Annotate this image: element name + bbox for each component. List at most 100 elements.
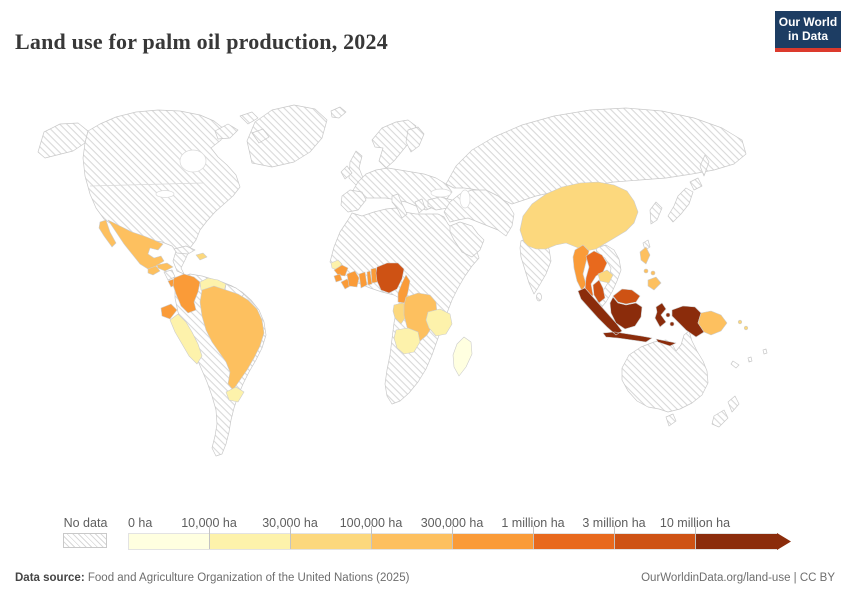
credit-link[interactable]: OurWorldinData.org/land-use | CC BY — [641, 572, 835, 584]
owid-logo-line1: Our World — [778, 15, 838, 29]
legend-tick — [290, 526, 291, 549]
legend-tick — [209, 526, 210, 549]
no-data-region-alaska[interactable] — [37, 122, 89, 159]
no-data-region-greece[interactable] — [414, 198, 426, 214]
country-angola[interactable] — [393, 327, 421, 355]
country-philippines[interactable] — [639, 246, 662, 291]
country-cambodia[interactable] — [597, 269, 614, 284]
hudson-bay — [179, 149, 207, 173]
legend-tick — [695, 526, 696, 549]
no-data-region-sakhalin[interactable] — [699, 154, 710, 177]
country-ecuador[interactable] — [160, 303, 178, 320]
no-data-region-pacific-islands[interactable] — [730, 348, 768, 369]
legend-bin-1[interactable] — [210, 534, 291, 549]
data-source-line: Data source: Food and Agriculture Organi… — [15, 572, 409, 584]
no-data-region-cuba[interactable] — [173, 245, 196, 255]
no-data-region-sri-lanka[interactable] — [536, 292, 542, 302]
country-sierra-leone[interactable] — [333, 273, 343, 283]
legend-bar: 0 ha 10,000 ha 30,000 ha 100,000 ha 300,… — [128, 515, 791, 557]
country-colombia[interactable] — [172, 273, 201, 314]
great-lakes — [155, 190, 175, 198]
no-data-region-iberia[interactable] — [340, 189, 367, 213]
no-data-region-united-kingdom[interactable] — [348, 150, 364, 186]
country-china[interactable] — [519, 181, 639, 252]
legend-tick — [452, 526, 453, 549]
country-malaysia[interactable] — [592, 279, 641, 305]
legend-tick-label-7: 10 million ha — [659, 516, 731, 530]
country-solomon-islands[interactable] — [737, 319, 743, 325]
legend-open-ended-arrow — [777, 533, 791, 550]
country-dominican-republic[interactable] — [195, 252, 208, 261]
no-data-region-italy[interactable] — [391, 193, 408, 219]
legend-bin-4[interactable] — [453, 534, 534, 549]
no-data-region-ireland[interactable] — [340, 165, 353, 180]
no-data-label: No data — [63, 516, 108, 530]
legend-tick — [371, 526, 372, 549]
footer: Data source: Food and Agriculture Organi… — [0, 563, 850, 593]
country-papua-new-guinea[interactable] — [697, 310, 728, 336]
no-data-region-nicaragua[interactable] — [163, 269, 176, 281]
no-data-region-tasmania[interactable] — [665, 413, 677, 427]
no-data-region-taiwan[interactable] — [642, 239, 651, 251]
no-data-region-japan[interactable] — [667, 177, 703, 223]
country-togo[interactable] — [366, 270, 373, 286]
country-cameroon[interactable] — [397, 274, 411, 304]
legend-bin-5[interactable] — [534, 534, 615, 549]
country-nigeria[interactable] — [375, 262, 405, 294]
us-canada-border — [89, 182, 204, 187]
legend-tick-label-2: 30,000 ha — [262, 516, 318, 530]
no-data-region-europe[interactable] — [351, 167, 453, 211]
legend-tick-label-0: 0 ha — [128, 516, 153, 530]
country-peru[interactable] — [169, 313, 203, 365]
country-paraguay[interactable] — [225, 386, 245, 403]
legend-bin-3[interactable] — [372, 534, 453, 549]
no-data-region-scandinavia[interactable] — [371, 119, 417, 169]
owid-logo[interactable]: Our World in Data — [775, 11, 841, 52]
legend-tick-label-4: 300,000 ha — [420, 516, 484, 530]
country-philippines-visayas[interactable] — [643, 268, 649, 274]
no-data-region-australia[interactable] — [621, 330, 709, 413]
country-thailand[interactable] — [584, 250, 608, 302]
country-solomon-islands2[interactable] — [743, 325, 749, 331]
no-data-region-new-zealand[interactable] — [711, 395, 740, 428]
no-data-region-korea[interactable] — [649, 201, 663, 225]
data-source-text: Food and Agriculture Organization of the… — [87, 572, 410, 584]
legend-tick — [614, 526, 615, 549]
no-data-region-finland[interactable] — [405, 126, 425, 153]
legend-tick — [533, 526, 534, 549]
country-indonesia[interactable] — [577, 287, 705, 347]
country-brazil[interactable] — [199, 285, 265, 391]
country-mexico[interactable] — [98, 219, 165, 270]
map-legend: No data 0 ha 10,000 ha 30,000 ha 100,000… — [0, 515, 850, 557]
legend-tick-label-1: 10,000 ha — [181, 516, 237, 530]
legend-tick-label-6: 3 million ha — [582, 516, 646, 530]
legend-bin-6[interactable] — [615, 534, 696, 549]
no-data-region-arctic-islands[interactable] — [214, 111, 270, 144]
owid-logo-line2: in Data — [787, 29, 828, 43]
page-title: Land use for palm oil production, 2024 — [15, 28, 388, 54]
country-honduras[interactable] — [156, 262, 174, 272]
legend-bin-0[interactable] — [129, 534, 210, 549]
country-ghana[interactable] — [358, 271, 368, 289]
legend-tick-label-3: 100,000 ha — [339, 516, 403, 530]
country-tanzania[interactable] — [425, 308, 453, 337]
country-indonesia-moluccas[interactable] — [665, 312, 671, 318]
country-madagascar[interactable] — [452, 336, 473, 377]
country-cote-divoire[interactable] — [346, 270, 360, 288]
no-data-region-iceland[interactable] — [330, 106, 347, 119]
country-indonesia-moluccas2[interactable] — [669, 321, 675, 327]
country-guatemala[interactable] — [147, 265, 161, 276]
no-data-region-greenland[interactable] — [246, 104, 328, 168]
legend-bin-2[interactable] — [291, 534, 372, 549]
no-data-swatch[interactable] — [63, 533, 107, 548]
legend-bin-7[interactable] — [696, 534, 777, 549]
country-guinea[interactable] — [333, 264, 349, 277]
black-sea — [430, 188, 452, 198]
no-data-region-arabia[interactable] — [449, 221, 485, 258]
data-source-label: Data source: — [15, 572, 85, 584]
legend-color-bar — [128, 533, 778, 550]
legend-tick-label-5: 1 million ha — [501, 516, 565, 530]
country-philippines-visayas2[interactable] — [650, 270, 656, 276]
caspian-sea — [459, 189, 471, 209]
